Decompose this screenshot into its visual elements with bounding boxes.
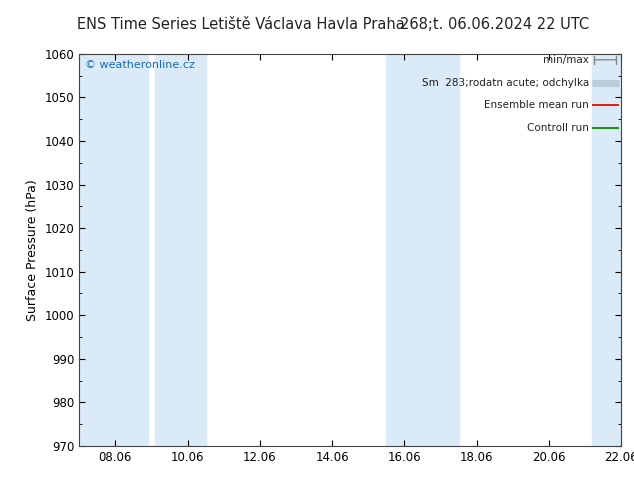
Text: min/max: min/max [543, 55, 589, 65]
Y-axis label: Surface Pressure (hPa): Surface Pressure (hPa) [26, 179, 39, 321]
Text: 268;t. 06.06.2024 22 UTC: 268;t. 06.06.2024 22 UTC [400, 17, 589, 32]
Bar [592, 54, 621, 446]
Text: Sm  283;rodatn acute; odchylka: Sm 283;rodatn acute; odchylka [422, 77, 589, 88]
Bar [386, 54, 459, 446]
Text: ENS Time Series Letiště Václava Havla Praha: ENS Time Series Letiště Václava Havla Pr… [77, 17, 404, 32]
Text: Ensemble mean run: Ensemble mean run [484, 100, 589, 110]
Bar [79, 54, 148, 446]
Text: Controll run: Controll run [527, 123, 589, 133]
Text: © weatheronline.cz: © weatheronline.cz [85, 60, 195, 70]
Bar [155, 54, 205, 446]
